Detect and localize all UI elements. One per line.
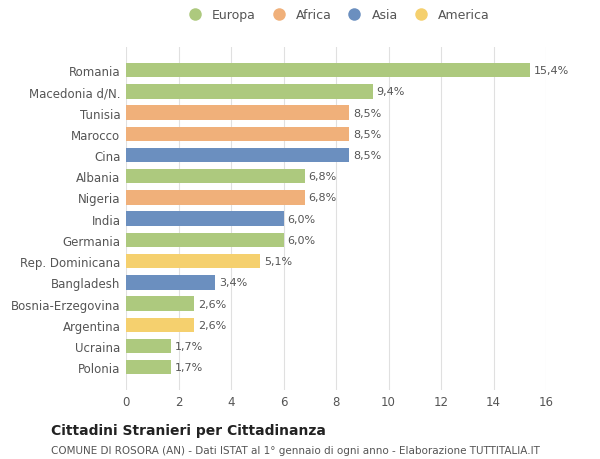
Legend: Europa, Africa, Asia, America: Europa, Africa, Asia, America (179, 6, 493, 24)
Text: 3,4%: 3,4% (219, 278, 247, 288)
Bar (126, 64, 530, 78)
Bar (126, 106, 349, 121)
Text: 2,6%: 2,6% (198, 299, 226, 309)
Text: 1,7%: 1,7% (175, 363, 203, 372)
Bar (126, 85, 373, 99)
Bar (126, 233, 284, 247)
Text: 8,5%: 8,5% (353, 129, 382, 140)
Bar (126, 297, 194, 311)
Bar (126, 318, 194, 332)
Text: 6,0%: 6,0% (287, 235, 316, 246)
Text: 1,7%: 1,7% (175, 341, 203, 351)
Bar (126, 127, 349, 142)
Bar (126, 339, 170, 353)
Bar (126, 212, 284, 226)
Text: 15,4%: 15,4% (534, 66, 569, 76)
Text: 9,4%: 9,4% (377, 87, 405, 97)
Text: 6,8%: 6,8% (308, 172, 337, 182)
Bar (126, 275, 215, 290)
Text: 6,0%: 6,0% (287, 214, 316, 224)
Bar (126, 191, 305, 205)
Bar (126, 170, 305, 184)
Bar (126, 254, 260, 269)
Text: 8,5%: 8,5% (353, 108, 382, 118)
Text: 5,1%: 5,1% (264, 257, 292, 267)
Bar (126, 148, 349, 163)
Text: 8,5%: 8,5% (353, 151, 382, 161)
Text: Cittadini Stranieri per Cittadinanza: Cittadini Stranieri per Cittadinanza (51, 423, 326, 437)
Text: 6,8%: 6,8% (308, 193, 337, 203)
Bar (126, 360, 170, 375)
Text: COMUNE DI ROSORA (AN) - Dati ISTAT al 1° gennaio di ogni anno - Elaborazione TUT: COMUNE DI ROSORA (AN) - Dati ISTAT al 1°… (51, 445, 540, 455)
Text: 2,6%: 2,6% (198, 320, 226, 330)
